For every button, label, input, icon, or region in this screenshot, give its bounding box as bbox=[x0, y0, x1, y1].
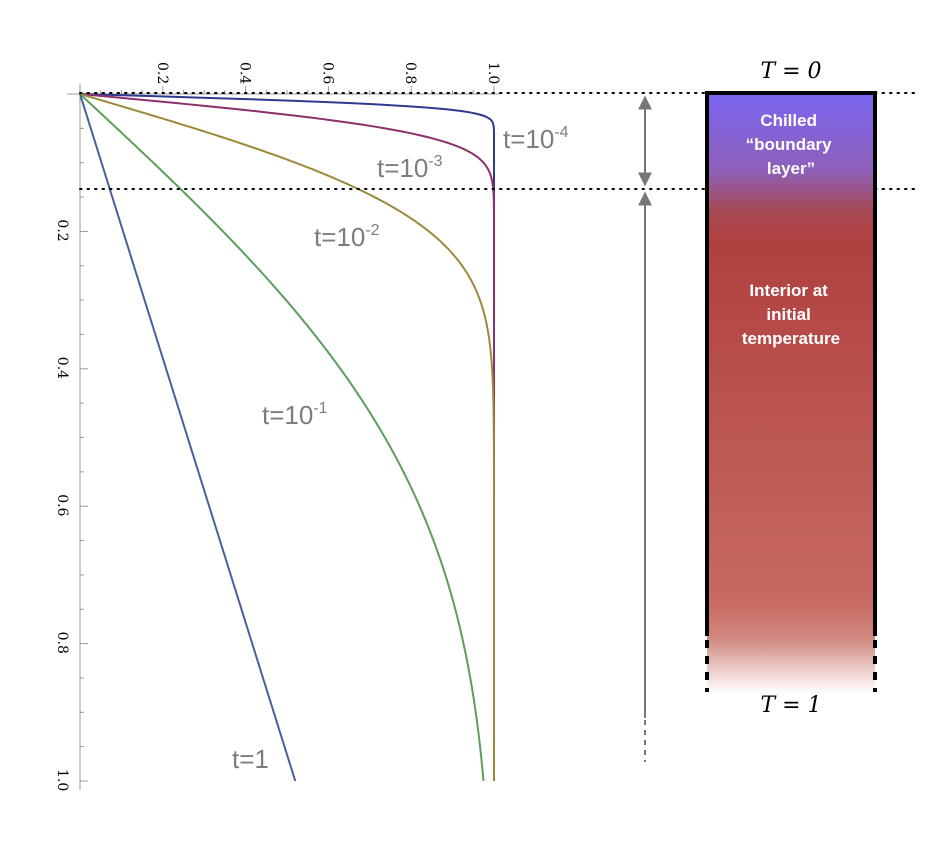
curve-t-10e-3 bbox=[79, 93, 495, 781]
plot: 0.2 0.4 0.6 0.8 1.0 0.2 0.4 0.6 0.8 1.0 bbox=[54, 62, 501, 791]
x-tick-label: 0.2 bbox=[154, 62, 170, 84]
column-fill bbox=[707, 93, 875, 693]
series-label-t-1: t=1 bbox=[232, 744, 269, 774]
temperature-curves bbox=[79, 93, 495, 782]
x-tick-label: 0.4 bbox=[237, 62, 253, 84]
x-tick-label: 0.6 bbox=[319, 62, 335, 84]
y-tick-label: 0.4 bbox=[54, 357, 70, 379]
series-label-t-1e-2: t=10-2 bbox=[314, 222, 380, 252]
x-tick-label: 0.8 bbox=[402, 62, 418, 84]
interior-label: Interior at initial temperature bbox=[742, 281, 840, 348]
curve-t-10e-1 bbox=[79, 93, 485, 782]
curve-t-10e-2 bbox=[79, 93, 495, 781]
series-label-t-1e-4: t=10-4 bbox=[503, 124, 569, 154]
bottom-boundary-condition: T = 1 bbox=[760, 693, 821, 718]
y-ticks: 0.2 0.4 0.6 0.8 1.0 bbox=[54, 127, 88, 791]
y-tick-label: 1.0 bbox=[54, 769, 70, 791]
top-boundary-condition: T = 0 bbox=[760, 59, 821, 84]
y-tick-label: 0.8 bbox=[54, 632, 70, 654]
series-label-t-1e-3: t=10-3 bbox=[377, 153, 443, 183]
rock-column: Chilled “boundary layer” Interior at ini… bbox=[705, 91, 877, 693]
y-tick-label: 0.2 bbox=[54, 219, 70, 241]
y-tick-label: 0.6 bbox=[54, 494, 70, 516]
x-ticks: 0.2 0.4 0.6 0.8 1.0 bbox=[100, 62, 501, 94]
curve-t-1 bbox=[79, 93, 297, 782]
curve-t-10e-4 bbox=[79, 93, 495, 781]
series-label-t-1e-1: t=10-1 bbox=[262, 400, 328, 430]
x-tick-label: 1.0 bbox=[485, 62, 501, 84]
curve-labels: t=10-4 t=10-3 t=10-2 t=10-1 t=1 bbox=[232, 124, 569, 774]
boundary-layer-label: Chilled “boundary layer” bbox=[746, 111, 837, 178]
